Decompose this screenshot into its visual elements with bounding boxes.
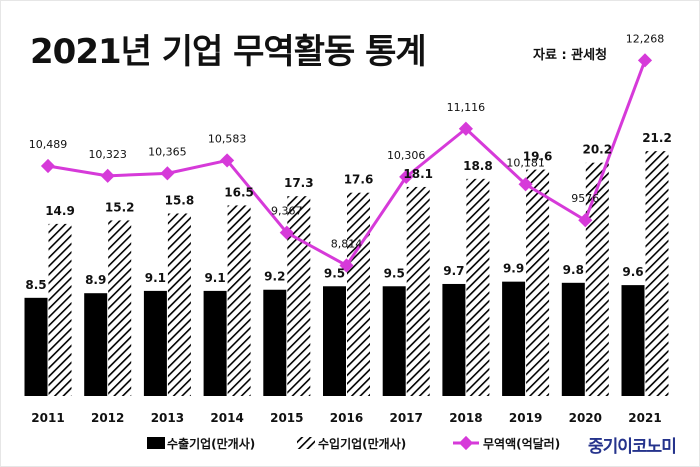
export-value-label: 9.7 <box>443 264 464 278</box>
import-value-label: 19.6 <box>523 150 553 164</box>
trade-value-label: 11,116 <box>447 101 486 114</box>
import-bar-2012 <box>108 220 132 396</box>
export-bar-2016 <box>323 286 346 396</box>
trade-point-2018 <box>458 121 473 136</box>
export-value-label: 9.9 <box>503 262 524 276</box>
import-value-label: 15.2 <box>105 200 135 214</box>
import-bar-2011 <box>48 223 72 396</box>
import-bar-2019 <box>526 169 550 396</box>
source-note: 자료 : 관세청 <box>533 48 608 63</box>
legend-import-label: 수입기업(만개사) <box>318 436 406 451</box>
trade-value-label: 9576 <box>571 192 599 205</box>
export-bar-2021 <box>621 285 645 396</box>
import-value-label: 21.2 <box>642 131 672 145</box>
export-value-label: 9.1 <box>204 271 225 285</box>
import-bar-2014 <box>227 205 251 396</box>
export-value-label: 8.5 <box>25 278 46 292</box>
import-bar-2018 <box>466 178 490 396</box>
legend-export-label: 수출기업(만개사) <box>167 436 255 451</box>
import-value-label: 15.8 <box>165 194 195 208</box>
import-value-label: 17.6 <box>344 173 374 187</box>
export-bar-2013 <box>143 290 167 396</box>
x-tick-label: 2015 <box>270 411 303 425</box>
trade-point-2021 <box>637 53 653 68</box>
trade-point-2015 <box>279 225 294 240</box>
export-value-label: 9.1 <box>145 271 166 285</box>
export-bar-2012 <box>84 293 108 396</box>
export-bar-2011 <box>24 297 48 396</box>
import-bar-2017 <box>406 186 430 396</box>
import-bar-2013 <box>167 213 191 396</box>
x-tick-label: 2014 <box>210 411 243 425</box>
export-value-label: 9.5 <box>324 266 345 280</box>
x-tick-label: 2011 <box>31 411 64 425</box>
trade-point-2020 <box>578 213 593 228</box>
import-value-label: 18.8 <box>463 159 493 173</box>
trade-point-2013 <box>160 166 175 181</box>
trade-value-label: 10,306 <box>387 149 426 162</box>
trade-value-label: 8,814 <box>331 237 363 250</box>
legend-trade-label: 무역액(억달러) <box>483 436 560 451</box>
import-value-label: 20.2 <box>582 143 612 157</box>
trade-value-label: 10,323 <box>88 148 127 161</box>
trade-value-label: 10,583 <box>208 132 247 145</box>
trade-value-label: 10,365 <box>148 145 187 158</box>
export-bar-2014 <box>203 290 227 396</box>
x-tick-label: 2017 <box>389 411 422 425</box>
trade-line <box>47 59 647 267</box>
export-bar-2019 <box>502 281 526 396</box>
trade-point-2012 <box>100 168 115 183</box>
legend-trade-marker <box>458 435 474 451</box>
x-tick-label: 2021 <box>628 411 661 425</box>
export-bar-2020 <box>561 282 585 396</box>
export-value-label: 9.5 <box>384 266 405 280</box>
legend-export-swatch <box>147 437 165 449</box>
import-bar-2021 <box>645 151 669 396</box>
import-value-label: 14.9 <box>45 204 75 218</box>
trade-value-label: 10,489 <box>29 138 68 151</box>
x-tick-label: 2016 <box>330 411 363 425</box>
trade-value-label: 9,367 <box>271 205 303 218</box>
trade-value-label: 10,181 <box>506 156 545 169</box>
brand-logo: 중기이코노미 <box>588 437 677 457</box>
export-bar-2017 <box>382 286 406 396</box>
x-tick-label: 2020 <box>569 411 602 425</box>
export-value-label: 9.6 <box>622 265 643 279</box>
import-value-label: 16.5 <box>224 185 254 199</box>
export-bar-2018 <box>442 283 466 396</box>
import-bar-2016 <box>347 192 370 396</box>
export-bar-2015 <box>263 289 287 396</box>
export-value-label: 8.9 <box>85 273 106 287</box>
trade-value-label: 12,268 <box>626 32 665 45</box>
trade-point-2019 <box>518 177 533 192</box>
x-tick-label: 2019 <box>509 411 542 425</box>
x-tick-label: 2013 <box>151 411 184 425</box>
export-value-label: 9.2 <box>264 270 285 284</box>
export-value-label: 9.8 <box>563 263 584 277</box>
chart-title: 2021년 기업 무역활동 통계 <box>30 32 427 72</box>
import-value-label: 18.1 <box>403 167 433 181</box>
trade-point-2011 <box>40 158 56 174</box>
legend-import-swatch <box>297 437 315 449</box>
x-tick-label: 2018 <box>449 411 482 425</box>
trade-point-2014 <box>220 153 235 168</box>
trade-point-2017 <box>399 169 414 184</box>
import-bar-2015 <box>287 196 311 396</box>
x-tick-label: 2012 <box>91 411 124 425</box>
trade-point-2016 <box>339 258 354 273</box>
import-value-label: 17.3 <box>284 176 314 190</box>
